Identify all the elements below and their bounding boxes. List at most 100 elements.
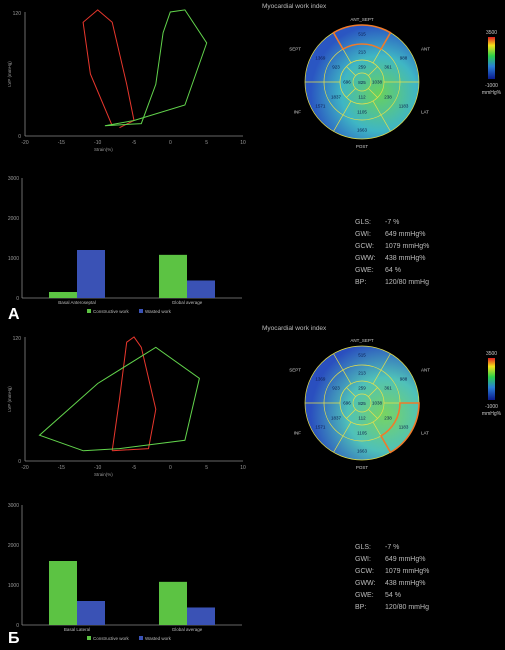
x-axis-label: Strain(%) [94,472,113,477]
legend-swatch [87,309,91,313]
info-row: GWI: 649 mmHg% [355,554,429,566]
segment-value: 361 [384,65,392,70]
bar [187,607,215,625]
info-value: 64 % [385,267,401,274]
mwi-title-a: Myocardial work index [262,3,327,10]
segment-value: 361 [384,386,392,391]
loop-series-line [82,9,135,129]
scale-max-label: 3500 [486,30,497,36]
info-row: GWE: 64 % [355,265,429,277]
panel-letter-a: А [8,306,20,323]
bar [77,250,105,298]
info-row: GCW: 1079 mmHg% [355,241,429,253]
segment-value: 213 [358,371,366,376]
y-tick-label: 0 [18,134,21,140]
y-tick-label: 120 [13,11,22,17]
legend-label: Wasted work [145,309,172,314]
bar-chart-a: 3000 2000 1000 0 Basal Anteroseptal Global av… [8,176,242,314]
segment-label: POST [356,144,369,149]
info-key: BP: [355,604,367,611]
segment-label: POST [356,465,369,470]
segment-value: 1038 [372,401,383,406]
panel-letter-b: Б [8,630,20,647]
y-tick-label: 120 [13,336,22,342]
segment-label: INF [294,109,302,114]
bar [159,581,187,625]
info-row: GWW: 438 mmHg% [355,253,429,265]
segment-label: ANT_SEPT [350,338,374,343]
y-axis-label: LVP (mmHg) [7,61,12,87]
segment-value: 112 [358,416,366,421]
segment-value: 988 [400,56,408,61]
segment-divider [346,88,356,98]
info-key: GWW: [355,580,376,587]
segment-value: 988 [400,377,408,382]
info-key: GCW: [355,568,374,575]
info-row: GLS: -7 % [355,217,429,229]
info-key: GWE: [355,592,374,599]
info-key: GLS: [355,219,371,226]
mwi-title-b: Myocardial work index [262,325,327,332]
info-key: GWE: [355,267,374,274]
info-value: 54 % [385,592,401,599]
segment-divider [333,421,352,453]
segment-label: LAT [421,109,429,114]
segment-value: 112 [358,95,366,100]
bar [77,601,105,625]
segment-divider [346,66,356,76]
x-tick-label: -20 [21,140,28,146]
category-label: Basal Lateral [64,627,90,632]
segment-value: 213 [358,50,366,55]
info-value: 649 mmHg% [385,231,426,238]
scale-min-label: -1000 [485,404,498,410]
x-tick-label: 5 [205,465,208,471]
bullseye-ring [352,72,372,92]
segment-value: 825 [358,401,366,406]
x-tick-label: -20 [21,465,28,471]
segment-value: 1369 [315,56,326,61]
bar [49,561,77,625]
x-tick-label: -15 [58,465,65,471]
info-row: GWE: 54 % [355,590,429,602]
scale-unit-label: mmHg% [482,411,502,417]
info-row: GWI: 649 mmHg% [355,229,429,241]
info-value: -7 % [385,219,400,226]
x-tick-label: -5 [132,140,137,146]
bar [187,280,215,298]
segment-value: 1105 [357,431,367,436]
legend-swatch [87,636,91,640]
segment-divider [368,88,378,98]
info-value: -7 % [385,544,400,551]
segment-value: 259 [358,65,366,70]
info-value: 120/80 mmHg [385,279,429,286]
segment-value: 696 [343,80,351,85]
segment-value: 238 [384,416,392,421]
info-key: BP: [355,279,367,286]
segment-value: 1183 [399,425,409,430]
segment-divider [346,409,356,419]
info-key: GWI: [355,231,371,238]
info-key: GWI: [355,556,371,563]
x-tick-label: 10 [240,140,246,146]
info-value: 1079 mmHg% [385,243,430,250]
segment-value: 515 [358,32,366,37]
segment-value: 1183 [399,104,409,109]
segment-value: 238 [384,95,392,100]
legend-label: Wasted work [145,636,172,641]
segment-label: SEPT [289,368,301,373]
segment-divider [346,387,356,397]
segment-label: ANT [421,47,430,52]
color-scale-bar [488,358,495,400]
info-value: 649 mmHg% [385,556,426,563]
info-row: GCW: 1079 mmHg% [355,566,429,578]
y-axis-label: LVP (mmHg) [7,386,12,412]
info-row: BP: 120/80 mmHg [355,277,429,289]
scale-max-label: 3500 [486,351,497,357]
y-tick-label: 3000 [8,503,19,509]
segment-divider [368,409,378,419]
segment-divider [372,100,391,132]
info-key: GCW: [355,243,374,250]
x-tick-label: 5 [205,140,208,146]
segment-value: 1571 [315,425,326,430]
y-tick-label: 1000 [8,256,19,262]
